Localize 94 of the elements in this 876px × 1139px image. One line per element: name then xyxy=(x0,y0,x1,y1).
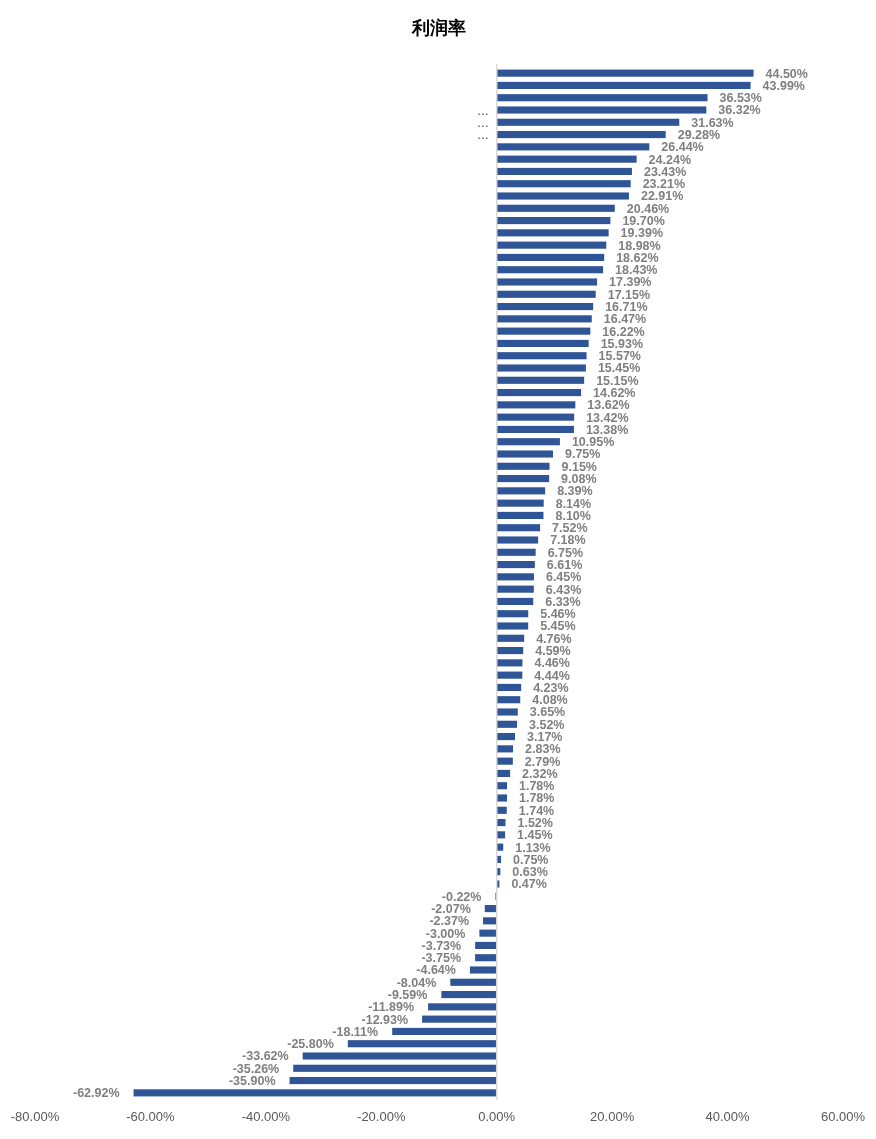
data-label: 3.52% xyxy=(529,717,565,732)
data-label: 2.32% xyxy=(522,766,558,781)
data-label: -3.73% xyxy=(421,938,462,953)
data-label: 8.10% xyxy=(555,508,591,523)
data-label: 8.14% xyxy=(555,496,592,511)
data-label: 4.59% xyxy=(535,643,571,658)
data-label: 6.61% xyxy=(546,557,583,572)
data-label: 18.43% xyxy=(615,263,658,278)
data-label: 36.32% xyxy=(718,103,761,118)
data-label: 18.62% xyxy=(616,250,659,265)
data-label: -0.22% xyxy=(441,889,482,904)
data-label: 16.22% xyxy=(602,324,645,339)
data-label: 9.08% xyxy=(561,471,597,486)
data-label: 6.43% xyxy=(545,582,582,597)
data-label: 17.39% xyxy=(609,275,652,290)
data-label: 17.15% xyxy=(607,287,651,302)
data-label: 4.76% xyxy=(536,631,572,646)
data-label: -2.37% xyxy=(429,914,470,929)
data-label: 26.44% xyxy=(661,140,704,155)
data-label: 9.15% xyxy=(561,459,597,474)
data-label: 43.99% xyxy=(762,78,806,93)
data-label: 24.24% xyxy=(648,152,692,167)
data-label: 4.08% xyxy=(532,693,568,708)
x-tick-label: -40.00% xyxy=(241,1109,291,1124)
data-label: 31.63% xyxy=(691,115,734,130)
data-label: 13.42% xyxy=(586,410,629,425)
data-label: -35.26% xyxy=(232,1061,280,1076)
data-label: 20.46% xyxy=(626,201,670,216)
data-label: 3.65% xyxy=(529,705,566,720)
data-label: 13.62% xyxy=(587,398,630,413)
data-label: 7.52% xyxy=(552,521,588,536)
x-tick-label: -20.00% xyxy=(357,1109,406,1124)
data-label: -8.04% xyxy=(396,975,437,990)
x-tick-label: 0.00% xyxy=(478,1109,516,1124)
data-label: 1.74% xyxy=(518,803,555,818)
data-label: -3.00% xyxy=(425,926,466,941)
data-label: 0.47% xyxy=(511,877,547,892)
data-label: 3.17% xyxy=(527,729,563,744)
data-label: 16.47% xyxy=(603,312,647,327)
data-label: -33.62% xyxy=(242,1049,289,1064)
x-tick-label: -80.00% xyxy=(10,1109,60,1124)
data-label: -3.75% xyxy=(421,951,462,966)
data-label: 10.95% xyxy=(571,435,615,450)
data-label: 1.52% xyxy=(517,815,553,830)
data-label: 29.28% xyxy=(677,127,721,142)
data-label: 6.45% xyxy=(545,570,582,585)
data-label: 7.18% xyxy=(550,533,586,548)
data-label: 5.45% xyxy=(540,619,576,634)
data-label: 0.63% xyxy=(512,865,548,880)
data-label: 1.78% xyxy=(518,779,555,794)
chart-title: 利润率 xyxy=(411,18,466,38)
data-label: 23.21% xyxy=(642,177,686,192)
data-label: 9.75% xyxy=(564,447,601,462)
data-label: -9.59% xyxy=(387,987,428,1002)
y-tick-label: ... xyxy=(477,101,489,118)
x-tick-label: 60.00% xyxy=(820,1109,866,1124)
data-label: -62.92% xyxy=(73,1086,120,1101)
data-label: 5.46% xyxy=(540,607,576,622)
data-label: 1.45% xyxy=(517,828,553,843)
data-label: -4.64% xyxy=(416,963,456,978)
data-label: 19.70% xyxy=(622,213,665,228)
data-label: 2.79% xyxy=(524,754,561,769)
data-label: 16.71% xyxy=(605,299,648,314)
data-label: 0.75% xyxy=(513,852,549,867)
data-label: 13.38% xyxy=(585,422,629,437)
data-label: 1.78% xyxy=(518,791,555,806)
data-label: 44.50% xyxy=(765,66,808,81)
data-label: 15.57% xyxy=(598,349,641,364)
data-label: 36.53% xyxy=(719,91,762,106)
data-label: 8.39% xyxy=(557,484,593,499)
data-label: -25.80% xyxy=(287,1037,334,1052)
x-tick-label: 40.00% xyxy=(705,1109,751,1124)
data-label: 4.44% xyxy=(534,668,570,683)
x-tick-label: -60.00% xyxy=(126,1109,176,1124)
data-label: 4.46% xyxy=(534,656,570,671)
data-label: 6.75% xyxy=(547,545,584,560)
data-label: 23.43% xyxy=(643,164,687,179)
data-label: 2.83% xyxy=(525,742,561,757)
data-label: 4.23% xyxy=(533,680,569,695)
data-label: 19.39% xyxy=(620,226,664,241)
data-label: 6.33% xyxy=(545,594,581,609)
data-label: -12.93% xyxy=(361,1012,409,1027)
data-label: -11.89% xyxy=(368,1000,415,1015)
data-label: 15.45% xyxy=(597,361,641,376)
data-label: 15.93% xyxy=(600,336,644,351)
data-label: 15.15% xyxy=(596,373,639,388)
data-label: 1.13% xyxy=(515,840,551,855)
data-label: -18.11% xyxy=(332,1024,379,1039)
data-label: 22.91% xyxy=(640,189,684,204)
data-label: 18.98% xyxy=(618,238,661,253)
data-label: 14.62% xyxy=(593,385,636,400)
data-label: -35.90% xyxy=(228,1073,276,1088)
x-tick-label: 20.00% xyxy=(590,1109,635,1124)
data-label: -2.07% xyxy=(431,901,471,916)
